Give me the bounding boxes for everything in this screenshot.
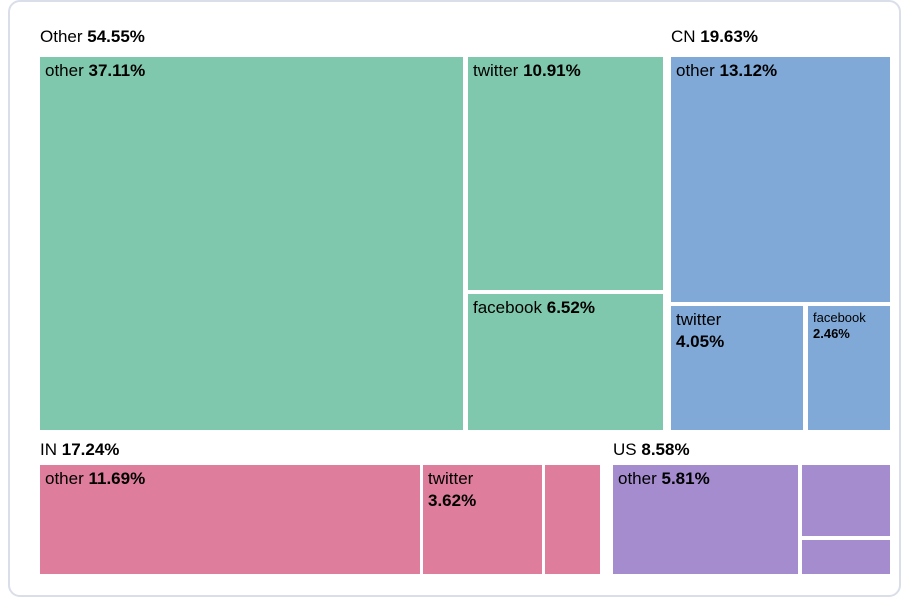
group-label: CN (671, 27, 696, 46)
treemap-cell-other-facebook[interactable]: facebook 6.52% (468, 294, 663, 430)
cell-name: facebook (473, 298, 542, 317)
group-label: US (613, 440, 637, 459)
cell-name: twitter (676, 310, 722, 329)
group-label: Other (40, 27, 83, 46)
cell-label: facebook 2.46% (808, 306, 890, 346)
group-header-cn[interactable]: CN 19.63% (671, 27, 758, 47)
treemap-cell-in-twitter[interactable]: twitter 3.62% (423, 465, 542, 574)
cell-pct: 37.11% (88, 61, 146, 80)
group-pct: 17.24% (61, 440, 120, 459)
group-header-us[interactable]: US 8.58% (613, 440, 690, 460)
treemap-cell-in-other[interactable]: other 11.69% (40, 465, 420, 574)
treemap-cell-us-unlabeled-1[interactable] (802, 465, 890, 536)
cell-pct: 3.62% (428, 491, 477, 510)
cell-label: other 37.11% (40, 57, 463, 85)
cell-label: twitter 10.91% (468, 57, 663, 85)
treemap-cell-us-other[interactable]: other 5.81% (613, 465, 798, 574)
treemap-cell-cn-twitter[interactable]: twitter 4.05% (671, 306, 803, 430)
cell-label: other 11.69% (40, 465, 420, 493)
cell-label: twitter 3.62% (423, 465, 542, 515)
treemap-cell-other-twitter[interactable]: twitter 10.91% (468, 57, 663, 290)
cell-name: other (618, 469, 657, 488)
group-header-other[interactable]: Other 54.55% (40, 27, 145, 47)
cell-name: twitter (473, 61, 519, 80)
cell-pct: 11.69% (88, 469, 146, 488)
treemap-cell-cn-facebook[interactable]: facebook 2.46% (808, 306, 890, 430)
group-pct: 54.55% (87, 27, 145, 46)
cell-pct: 10.91% (523, 61, 581, 80)
cell-pct: 6.52% (546, 298, 595, 317)
treemap-cell-us-unlabeled-2[interactable] (802, 540, 890, 574)
cell-label: other 5.81% (613, 465, 798, 493)
group-header-in[interactable]: IN 17.24% (40, 440, 119, 460)
cell-pct: 2.46% (813, 326, 850, 341)
treemap-cell-in-unlabeled[interactable] (545, 465, 600, 574)
cell-name: twitter (428, 469, 474, 488)
cell-name: other (45, 61, 84, 80)
cell-pct: 13.12% (719, 61, 778, 80)
group-label: IN (40, 440, 57, 459)
cell-name: facebook (813, 310, 866, 325)
treemap-cell-other-other[interactable]: other 37.11% (40, 57, 463, 430)
cell-name: other (45, 469, 84, 488)
group-pct: 19.63% (700, 27, 758, 46)
cell-label: facebook 6.52% (468, 294, 663, 322)
chart-card: Other 54.55% CN 19.63% IN 17.24% US 8.58… (8, 0, 901, 597)
cell-pct: 4.05% (676, 332, 725, 351)
cell-label: twitter 4.05% (671, 306, 803, 356)
cell-label: other 13.12% (671, 57, 890, 85)
cell-pct: 5.81% (661, 469, 710, 488)
treemap-cell-cn-other[interactable]: other 13.12% (671, 57, 890, 302)
cell-name: other (676, 61, 715, 80)
group-pct: 8.58% (641, 440, 690, 459)
